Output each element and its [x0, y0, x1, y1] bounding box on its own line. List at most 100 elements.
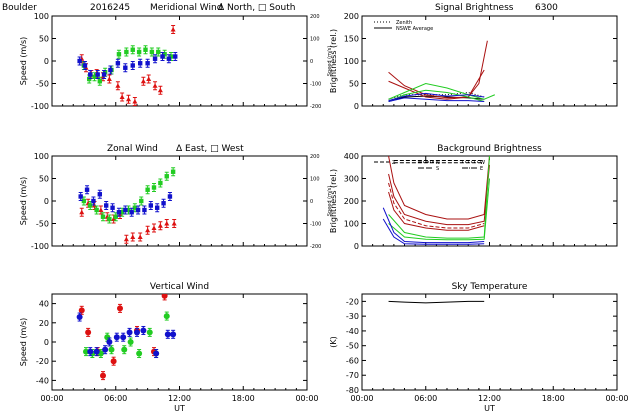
signal-series-line [388, 69, 485, 100]
signal-title: Signal Brightness [435, 3, 514, 13]
meridional-point [143, 47, 148, 52]
meridional-point [149, 49, 155, 55]
signal-data-layer [388, 40, 496, 102]
background-series-line [388, 182, 485, 229]
zonal-right-y-tick-label: 100 [310, 177, 320, 183]
vertical-plot-frame [51, 293, 308, 391]
vertical-y-tick-label: 40 [39, 300, 49, 309]
vertical-point [117, 305, 123, 312]
vertical-point [100, 372, 106, 379]
vertical-point [102, 346, 109, 353]
signal-series-line [388, 89, 485, 102]
background-y-tick-label: 100 [344, 220, 359, 229]
zonal-data-layer [78, 167, 177, 244]
zonal-right-y-tick-label: 200 [310, 154, 320, 160]
meridional-point [116, 52, 122, 57]
vertical-title: Vertical Wind [150, 282, 209, 292]
vertical-point [83, 348, 89, 355]
background-series-line [382, 207, 485, 244]
skytemp-y-tick-label: -60 [346, 356, 359, 365]
signal-y-tick-label: 0 [354, 102, 359, 111]
vertical-y-tick-label: -40 [36, 376, 49, 385]
zonal-point [116, 210, 122, 215]
zonal-point [110, 205, 115, 210]
meridional-plot-frame [51, 15, 308, 107]
skytemp-title: Sky Temperature [452, 282, 528, 292]
meridional-right-y-tick-label: -200 [310, 104, 321, 110]
meridional-point [136, 49, 142, 55]
signal-wavelength: 6300 [535, 3, 558, 13]
zonal-point [164, 174, 169, 179]
vertical-point [113, 334, 120, 341]
zonal-point [139, 198, 144, 204]
zonal-point [81, 198, 87, 204]
meridional-point [119, 94, 125, 99]
zonal-point [148, 203, 154, 208]
vertical-point [106, 339, 113, 345]
zonal-point [151, 185, 157, 190]
meridional-right-y-tick-label: 200 [310, 14, 320, 20]
meridional-point [145, 61, 150, 66]
skytemp-y-tick-label: -50 [346, 342, 359, 351]
skytemp-x-tick-label: 12:00 [478, 394, 501, 403]
zonal-point [97, 192, 103, 197]
meridional-legend-text: Δ North, □ South [218, 3, 295, 13]
meridional-point [130, 47, 135, 52]
meridional-point [130, 63, 135, 68]
background-y-tick-label: 200 [344, 197, 359, 206]
vertical-point [136, 350, 143, 357]
zonal-point [132, 205, 138, 210]
zonal-point [170, 169, 176, 174]
vertical-point [87, 348, 94, 355]
page-title-prefix: Boulder [2, 3, 37, 13]
zonal-point [119, 210, 125, 215]
zonal-point [171, 221, 177, 226]
background-y-tick-label: 0 [354, 242, 359, 251]
meridional-point [160, 54, 165, 59]
vertical-point [146, 329, 153, 336]
vertical-point [134, 329, 140, 336]
skytemp-x-axis-label: UT [484, 404, 495, 413]
skytemp-y-axis-label: (K) [329, 336, 338, 348]
meridional-point [106, 76, 112, 81]
vertical-point [126, 329, 133, 336]
background-series-line [388, 164, 490, 226]
signal-y-tick-label: 200 [344, 12, 359, 21]
signal-series-line [388, 40, 488, 99]
panel-signal-brightness: 0 50 100 150 200 Brightness (rel.) Signal Brig… [329, 3, 618, 111]
background-series-line [388, 178, 490, 241]
vertical-point [76, 314, 83, 321]
meridional-y-axis-label: Speed (m/s) [19, 37, 28, 86]
meridional-point [173, 54, 178, 59]
meridional-right-y-tick-label: 100 [310, 37, 320, 43]
meridional-point [162, 52, 167, 57]
zonal-point [98, 207, 104, 212]
vertical-point [108, 346, 115, 353]
zonal-point [145, 227, 151, 233]
zonal-title: Zonal Wind [107, 144, 158, 154]
meridional-point [157, 87, 163, 93]
meridional-point [95, 72, 100, 77]
meridional-point [101, 72, 107, 77]
background-series-line [388, 156, 490, 220]
zonal-point [84, 187, 90, 192]
zonal-point [79, 209, 85, 215]
vertical-point [153, 350, 160, 357]
meridional-point [152, 56, 158, 61]
vertical-x-tick-label: 12:00 [168, 394, 191, 403]
skytemp-x-tick-label: 00:00 [350, 394, 373, 403]
zonal-point [135, 207, 141, 213]
meridional-point [102, 70, 108, 75]
meridional-point [108, 67, 113, 73]
skytemp-x-tick-label: 00:00 [605, 394, 628, 403]
zonal-point [154, 205, 160, 210]
meridional-point [168, 54, 174, 59]
background-legend-label: S [436, 166, 439, 172]
meridional-y-tick-label: 50 [39, 35, 49, 44]
skytemp-series-line [388, 300, 485, 304]
zonal-y-axis-label: Speed (m/s) [19, 177, 28, 226]
meridional-point [156, 49, 161, 55]
zonal-point [151, 225, 157, 230]
meridional-point [92, 74, 97, 79]
